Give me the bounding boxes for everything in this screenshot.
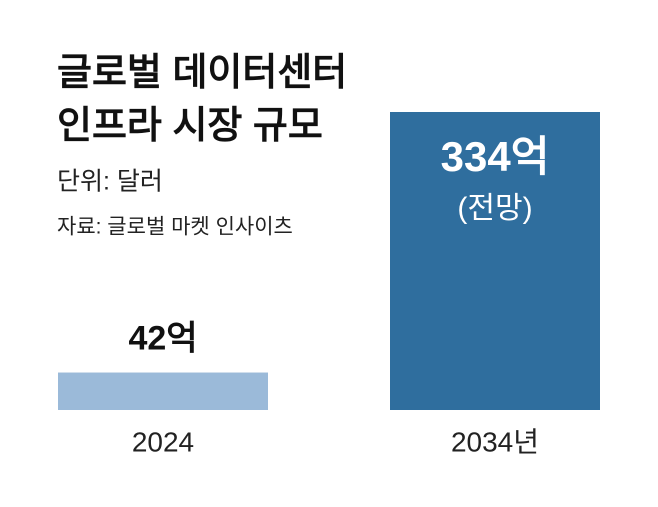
value-label: 42억 (128, 320, 197, 358)
bar (58, 372, 268, 410)
value-label: 334억 (441, 133, 550, 180)
x-tick-label: 2034년 (451, 426, 539, 457)
source-note: 자료: 글로벌 마켓 인사이츠 (57, 216, 293, 239)
x-tick-label: 2024 (132, 426, 194, 457)
value-note: (전망) (457, 192, 532, 225)
chart-title: 인프라 시장 규모 (57, 105, 323, 147)
bar (390, 112, 600, 410)
chart-title: 글로벌 데이터센터 (57, 52, 347, 94)
unit-note: 단위: 달러 (57, 168, 163, 196)
